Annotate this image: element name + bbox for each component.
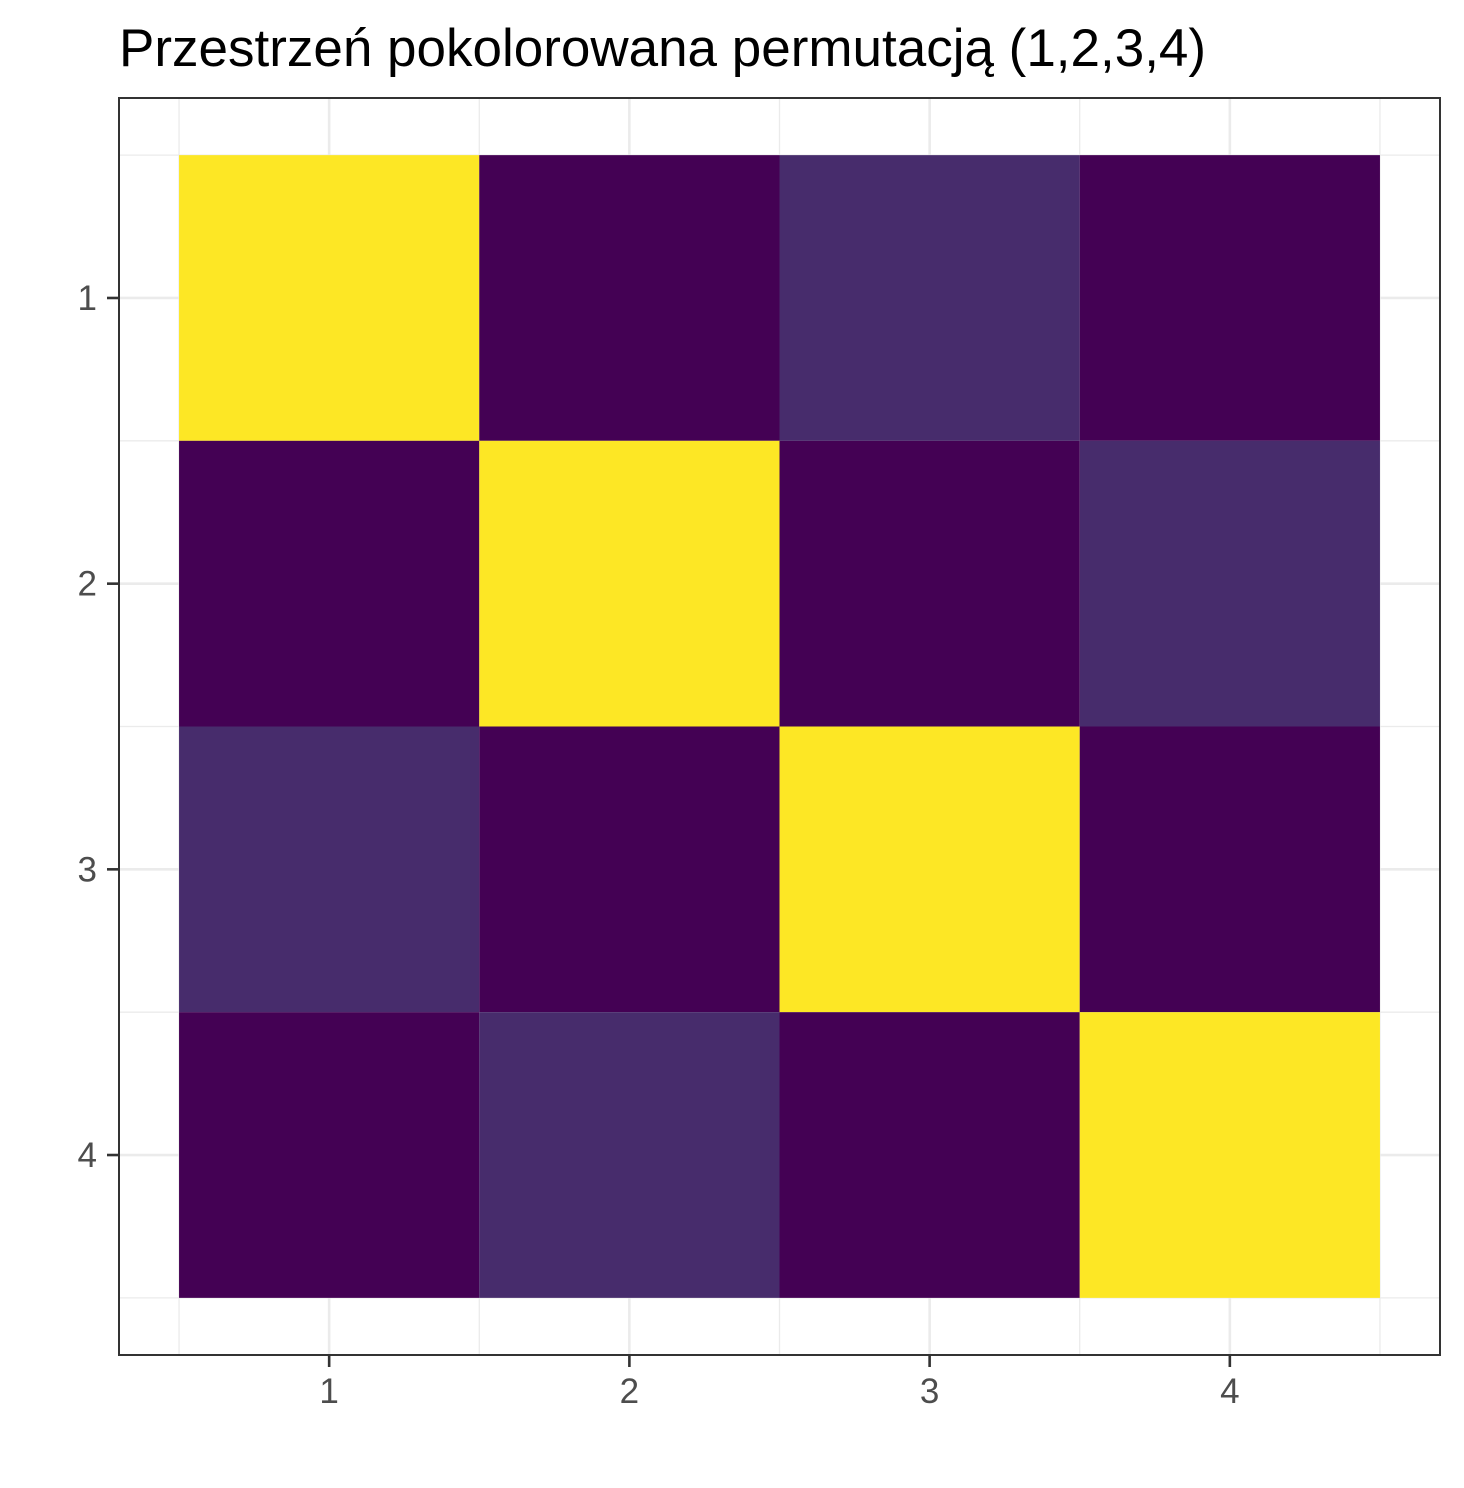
y-tick-label: 1 bbox=[78, 279, 97, 318]
y-tick-label: 2 bbox=[78, 565, 97, 604]
x-tick-label: 3 bbox=[920, 1372, 939, 1411]
heatmap-tile-r4-c1 bbox=[179, 1012, 480, 1298]
x-axis: 1 2 3 4 bbox=[319, 1355, 1240, 1411]
heatmap-tile-r4-c2 bbox=[479, 1012, 780, 1298]
plot-panel-border bbox=[118, 97, 1441, 1356]
x-tick-label: 1 bbox=[319, 1372, 338, 1411]
heatmap-tile-r4-c3 bbox=[779, 1012, 1080, 1298]
heatmap-tile-r1-c1 bbox=[179, 155, 480, 441]
heatmap-tile-r2-c4 bbox=[1079, 440, 1380, 727]
heatmap-tile-r3-c4 bbox=[1079, 726, 1380, 1013]
heatmap-tile-r3-c2 bbox=[479, 726, 780, 1013]
chart-title: Przestrzeń pokolorowana permutacją (1,2,… bbox=[119, 19, 1206, 78]
heatmap-tile-r2-c3 bbox=[779, 440, 1080, 727]
heatmap-tile-r3-c1 bbox=[179, 726, 480, 1013]
y-tick-label: 4 bbox=[78, 1136, 97, 1175]
x-tick-label: 4 bbox=[1220, 1372, 1239, 1411]
y-tick-label: 3 bbox=[78, 850, 97, 889]
x-tick-label: 2 bbox=[620, 1372, 639, 1411]
heatmap-tile-r1-c2 bbox=[479, 155, 780, 441]
heatmap-tile-r3-c3 bbox=[779, 726, 1080, 1013]
heatmap-tile-r2-c2 bbox=[479, 440, 780, 727]
heatmap-tile-r2-c1 bbox=[179, 440, 480, 727]
heatmap-tile-r1-c4 bbox=[1079, 155, 1380, 441]
heatmap-tile-r1-c3 bbox=[779, 155, 1080, 441]
heatmap-tiles bbox=[179, 155, 1380, 1298]
y-axis: 1 2 3 4 bbox=[78, 279, 119, 1175]
heatmap-tile-r4-c4 bbox=[1079, 1012, 1380, 1298]
